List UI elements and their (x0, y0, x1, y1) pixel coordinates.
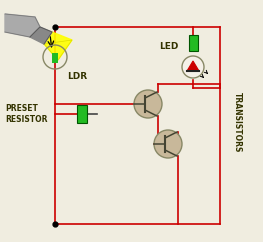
Polygon shape (5, 14, 40, 37)
Text: LDR: LDR (67, 72, 87, 81)
Text: PRESET
RESISTOR: PRESET RESISTOR (5, 104, 48, 124)
FancyBboxPatch shape (77, 105, 87, 123)
Circle shape (134, 90, 162, 118)
FancyBboxPatch shape (189, 35, 198, 51)
Circle shape (182, 56, 204, 78)
Text: TRANSISTORS: TRANSISTORS (232, 92, 241, 152)
Polygon shape (187, 61, 199, 71)
Text: LED: LED (160, 42, 179, 51)
Polygon shape (44, 32, 72, 60)
Polygon shape (30, 27, 52, 44)
FancyBboxPatch shape (52, 53, 58, 63)
Circle shape (154, 130, 182, 158)
